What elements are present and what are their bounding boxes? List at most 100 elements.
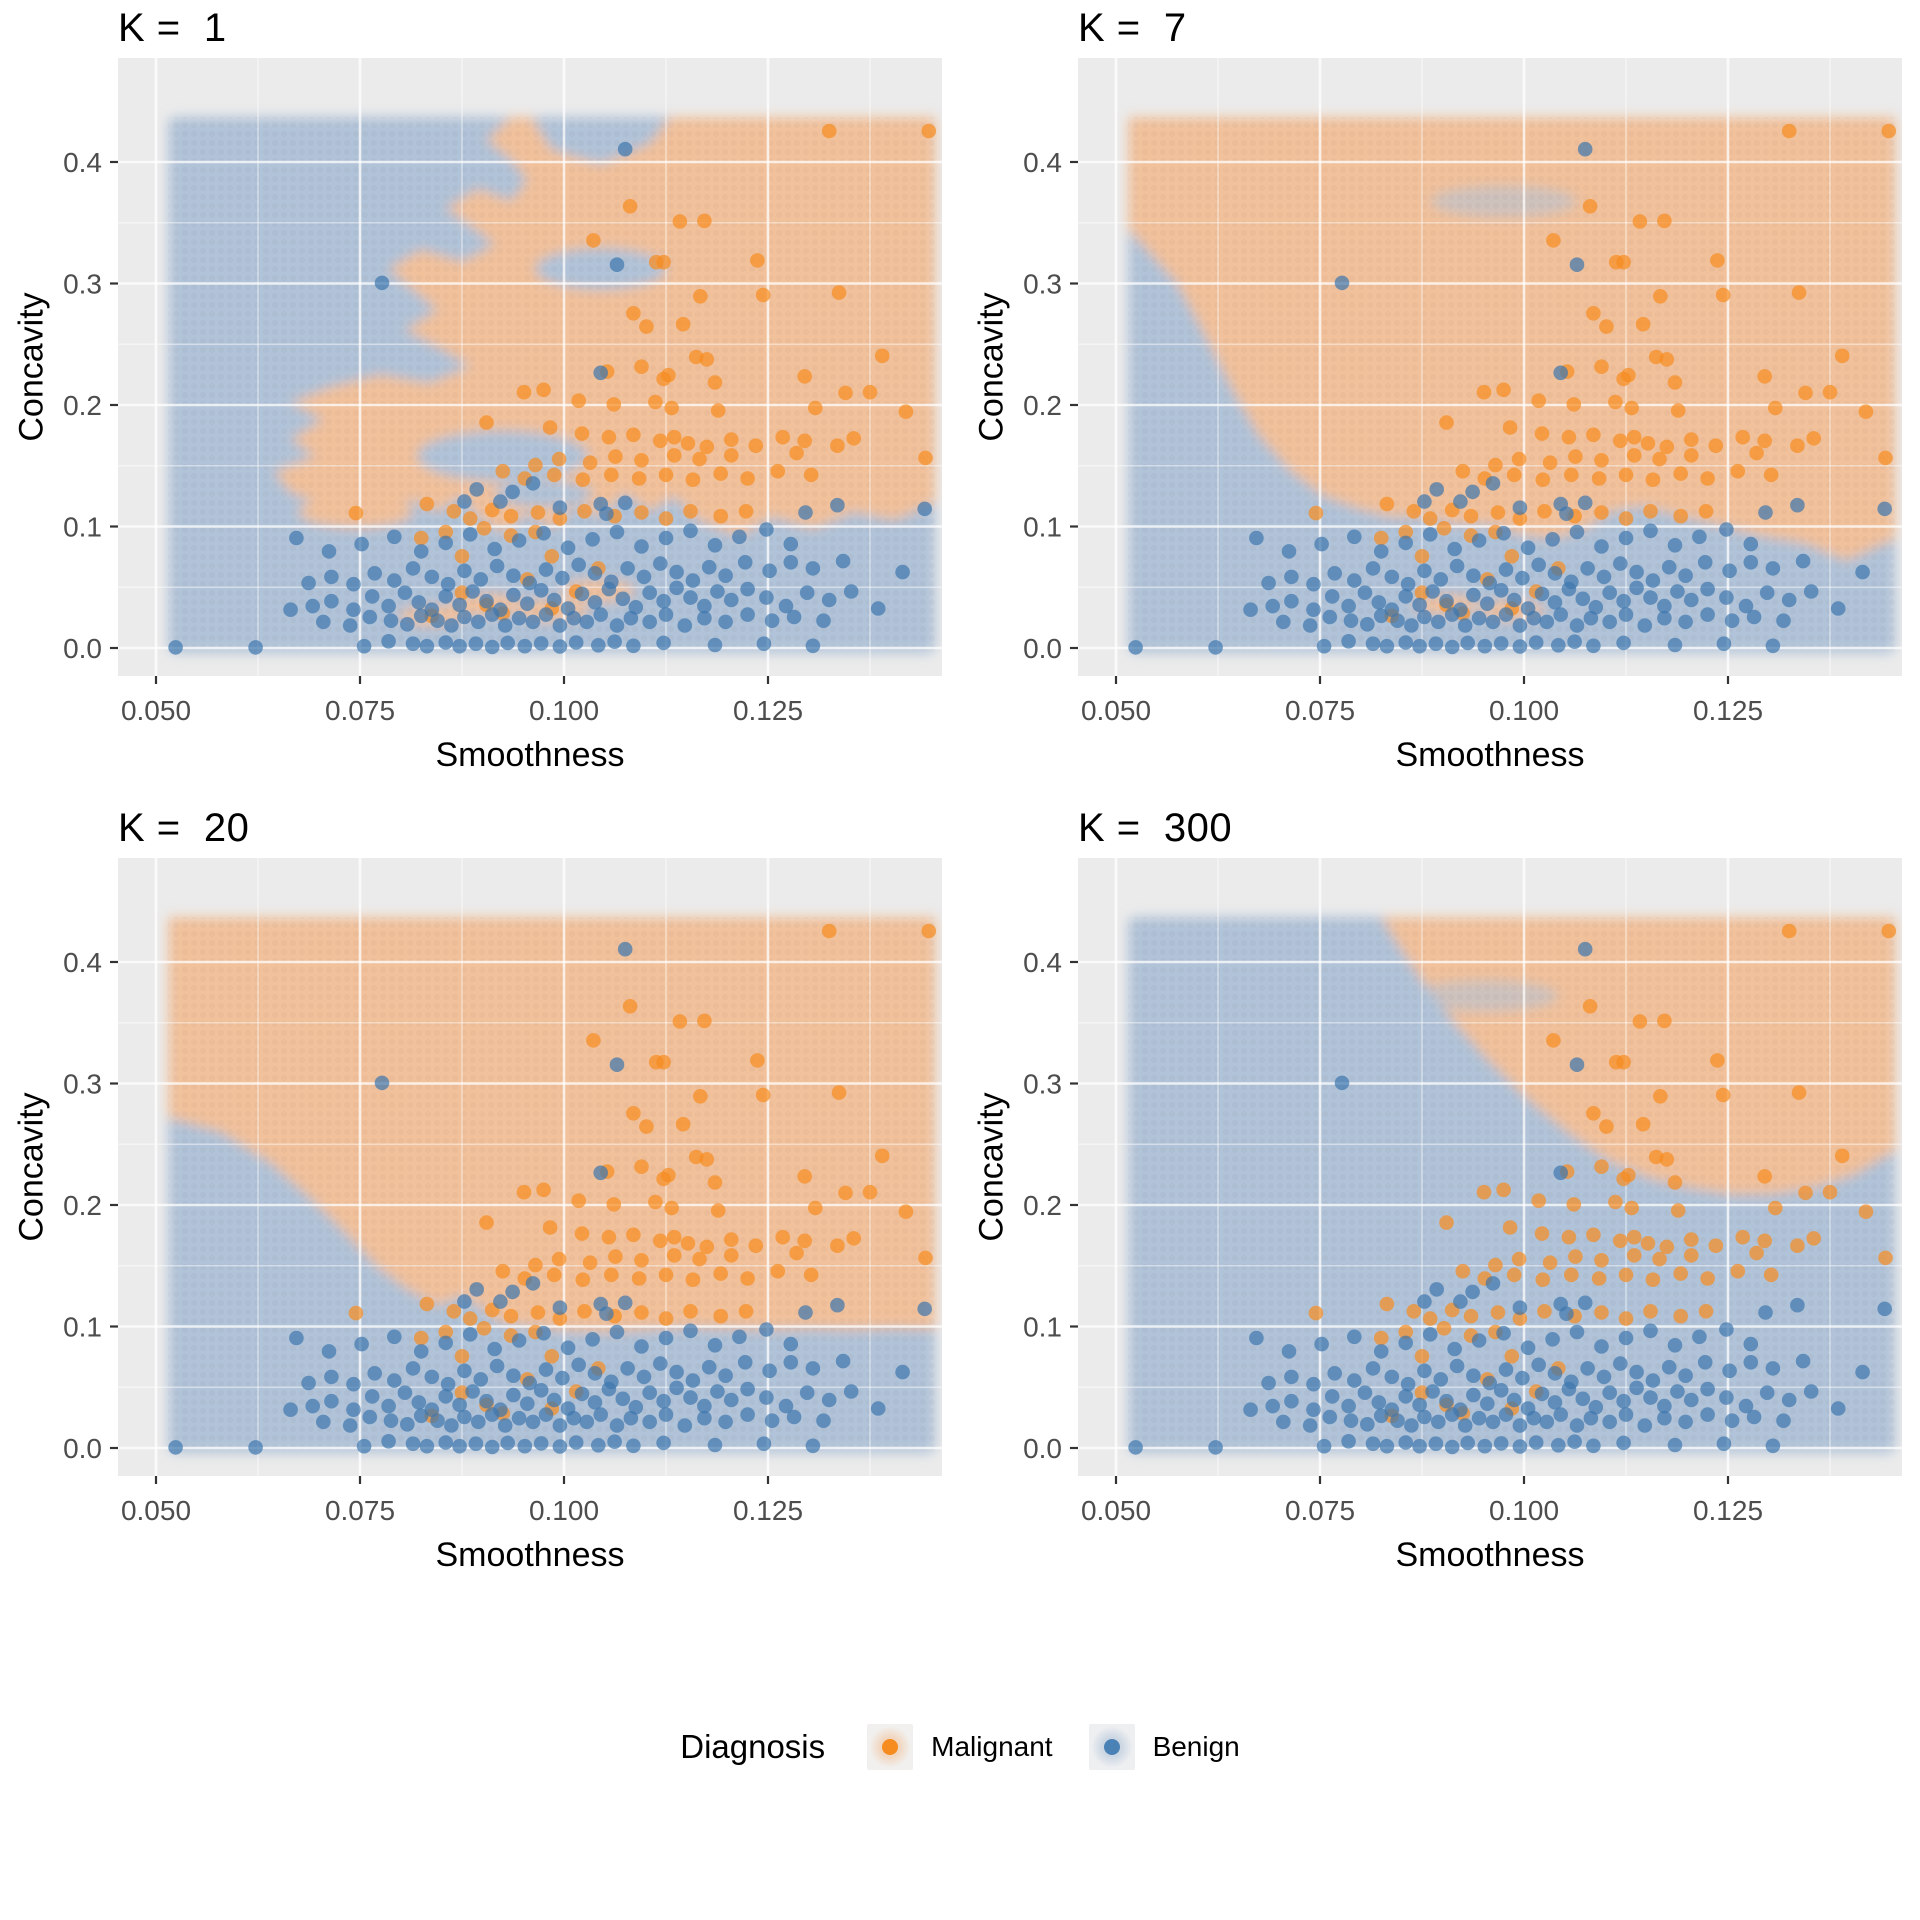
malignant-point [1624,400,1639,416]
benign-point [1365,1436,1381,1451]
benign-point [609,1418,625,1433]
benign-point [1657,610,1672,626]
malignant-dot-icon [882,1739,899,1755]
malignant-point [1881,923,1897,939]
malignant-point [1657,213,1672,229]
benign-point [593,1165,608,1181]
malignant-point [1531,1193,1546,1208]
malignant-point [1626,448,1642,463]
malignant-point [699,439,715,455]
benign-point [1569,257,1585,272]
benign-point [168,640,183,655]
benign-point [1316,1438,1332,1454]
legend: Diagnosis Malignant Benign [0,1712,1920,1782]
benign-point [587,1366,603,1381]
malignant-point [1476,1184,1492,1200]
benign-point [1547,1395,1563,1410]
benign-point [1384,1369,1400,1385]
malignant-point [1781,923,1797,939]
scatter-points [168,123,937,655]
benign-point [555,1370,570,1386]
benign-point [1284,569,1299,585]
malignant-point [1881,123,1897,139]
malignant-point [658,1267,674,1283]
benign-point [413,608,429,624]
y-tick-label: 0.2 [1023,390,1062,421]
benign-point [356,638,372,654]
benign-point [1559,506,1574,521]
malignant-point [724,1232,739,1247]
benign-point [1596,569,1612,585]
benign-point [493,494,508,509]
benign-point [1373,608,1389,624]
benign-point [1746,1409,1762,1425]
malignant-point [574,1226,590,1241]
malignant-point [626,1227,641,1243]
benign-point [1803,1384,1819,1399]
malignant-point [1502,420,1518,435]
malignant-point [1542,1255,1558,1270]
malignant-point [748,438,764,454]
x-tick-label: 0.100 [1489,695,1559,726]
malignant-point [348,1305,364,1321]
benign-point [1657,598,1672,614]
benign-point [1512,500,1528,515]
benign-point [1643,590,1658,605]
benign-point [1678,1414,1693,1430]
benign-point [620,561,635,576]
malignant-point [658,511,674,526]
benign-point [517,1438,533,1454]
panel-svg: 0.050 0.075 0.100 0.125 0.0 0.1 0.2 0.3 0.4 [1023,858,1902,1526]
malignant-point [1511,1251,1527,1267]
benign-point [1667,1338,1683,1353]
malignant-point [634,1253,649,1268]
malignant-point [419,1296,435,1312]
benign-point [1496,525,1511,541]
benign-point [468,1436,484,1451]
malignant-point [680,436,696,451]
benign-point [1700,1407,1715,1422]
benign-point [642,1385,657,1400]
facet-title-k-20: K = 20 [118,806,250,850]
malignant-point [1488,1257,1503,1273]
benign-point [457,1294,472,1309]
benign-point [1249,530,1264,546]
benign-point [1341,1434,1356,1449]
benign-point [1412,1397,1427,1413]
benign-point [324,569,339,585]
benign-point [764,1413,780,1428]
benign-point [1678,1368,1693,1383]
benign-point [895,564,910,580]
benign-point [1569,1324,1585,1340]
malignant-point [1791,285,1807,300]
malignant-point [755,287,771,303]
malignant-point [680,1236,696,1251]
benign-point [346,576,361,592]
benign-point [1324,1389,1340,1404]
benign-point [1667,1437,1683,1453]
benign-point [1637,1418,1653,1433]
benign-point [1759,585,1775,600]
axes: 0.050 0.075 0.100 0.125 0.0 0.1 0.2 0.3 0.4 [63,947,803,1526]
malignant-point [622,199,638,214]
malignant-point [1652,451,1667,467]
malignant-point [1537,1304,1552,1319]
benign-point [593,607,608,622]
benign-point [1765,1438,1781,1454]
malignant-point [1659,1239,1675,1255]
benign-point [289,1330,304,1346]
benign-point [591,1438,606,1453]
malignant-point [1659,352,1675,367]
malignant-point [1608,1194,1623,1210]
benign-point [1520,601,1536,616]
malignant-point [1599,319,1614,334]
benign-point [1657,1398,1672,1414]
benign-point [1444,639,1460,655]
benign-point [1390,1413,1405,1428]
benign-point [305,598,320,614]
legend-entry-malignant: Malignant [867,1724,1053,1770]
benign-point [468,636,484,651]
malignant-point [1790,438,1805,454]
benign-point [1722,563,1737,579]
benign-point [520,596,535,611]
